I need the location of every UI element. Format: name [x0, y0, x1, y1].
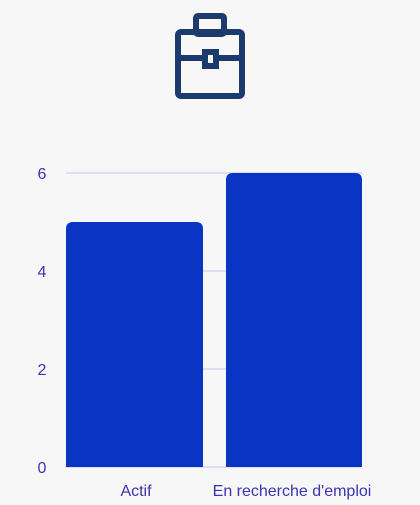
x-category-label: En recherche d'emploi — [213, 483, 372, 500]
briefcase-icon-graphic — [175, 13, 245, 99]
bars — [66, 173, 362, 467]
y-tick-label: 0 — [38, 460, 47, 477]
y-tick-label: 4 — [38, 264, 47, 281]
x-category-label: Actif — [120, 483, 152, 500]
y-tick-label: 6 — [38, 166, 47, 183]
bar-1 — [226, 173, 362, 467]
y-tick-label: 2 — [38, 362, 47, 379]
y-tick-labels: 0 2 4 6 — [38, 166, 47, 477]
bar-0 — [66, 222, 203, 467]
briefcase-icon — [174, 12, 246, 102]
x-category-labels: Actif En recherche d'emploi — [120, 483, 371, 500]
